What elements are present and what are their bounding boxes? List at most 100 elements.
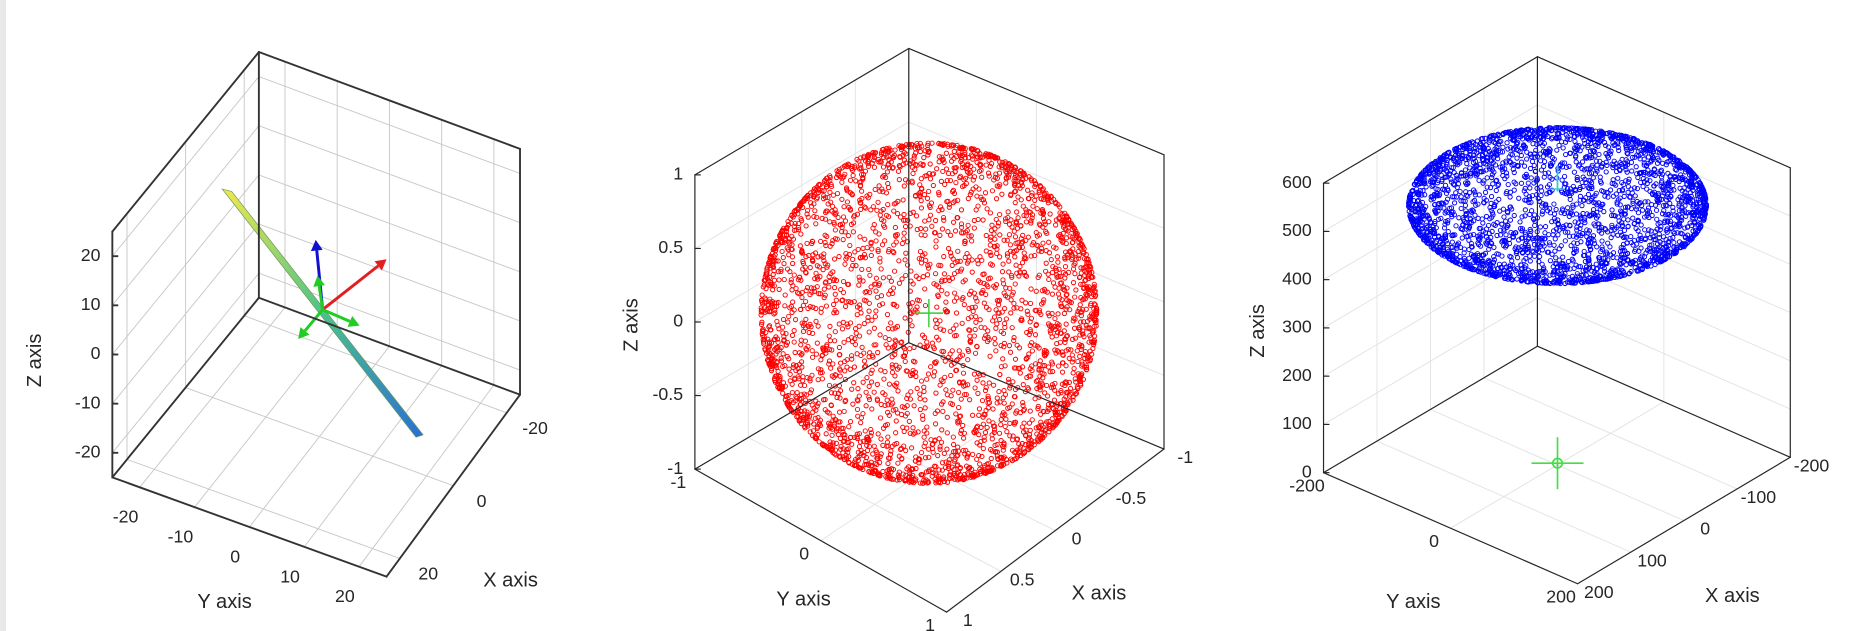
point [765, 260, 772, 266]
point [975, 261, 981, 267]
point [1587, 186, 1593, 192]
point [1531, 162, 1537, 169]
point [969, 412, 976, 418]
point [939, 207, 945, 213]
point [983, 407, 989, 414]
point [858, 465, 864, 471]
point [969, 466, 975, 472]
point [1091, 301, 1098, 307]
point [1040, 209, 1046, 215]
point [1087, 313, 1093, 320]
point [956, 419, 962, 425]
point [957, 413, 964, 419]
point [1059, 369, 1066, 375]
point [787, 371, 793, 377]
point [934, 166, 940, 172]
point [927, 176, 934, 182]
point [790, 236, 797, 242]
point [1067, 307, 1073, 313]
point [974, 154, 980, 160]
point [780, 254, 786, 261]
point [868, 426, 874, 433]
point [1002, 324, 1008, 331]
point [1003, 416, 1009, 422]
point [985, 328, 991, 334]
point [1053, 350, 1059, 356]
point [829, 183, 835, 190]
point [972, 385, 978, 391]
point [1011, 305, 1017, 311]
point [950, 434, 956, 440]
point [949, 453, 955, 459]
point [917, 140, 923, 147]
point [1039, 426, 1045, 432]
point [954, 215, 960, 221]
point [1007, 248, 1014, 254]
point [877, 255, 883, 261]
point [1019, 260, 1026, 266]
point [1006, 258, 1012, 264]
point [965, 161, 971, 167]
point [951, 271, 958, 277]
point [792, 220, 798, 227]
point [982, 152, 988, 159]
point [1089, 351, 1095, 357]
point [978, 424, 984, 431]
point [945, 229, 951, 235]
point [857, 200, 863, 206]
point [1048, 257, 1054, 263]
point [837, 222, 844, 228]
point [850, 220, 857, 226]
point [1022, 442, 1028, 448]
point [1036, 248, 1042, 254]
point [1041, 297, 1047, 303]
point [930, 171, 937, 177]
point [795, 211, 801, 217]
point [869, 367, 875, 373]
point [763, 286, 769, 292]
point [930, 182, 936, 189]
point [890, 407, 896, 413]
y-arrow [303, 308, 324, 332]
point [988, 252, 994, 259]
point [996, 170, 1003, 176]
point [794, 290, 801, 296]
point [800, 260, 806, 266]
point [968, 233, 974, 239]
point [827, 442, 834, 448]
point [768, 366, 775, 372]
point [803, 298, 809, 305]
point [977, 461, 983, 467]
point [884, 421, 890, 428]
point [1522, 207, 1528, 213]
point [816, 291, 822, 297]
point [876, 302, 883, 308]
point [813, 318, 819, 325]
point [969, 146, 975, 153]
point [1029, 215, 1035, 221]
point [1014, 447, 1020, 453]
point [1625, 179, 1631, 185]
point [948, 469, 954, 475]
point [1552, 236, 1558, 242]
point [1022, 254, 1028, 260]
point [985, 393, 991, 399]
point [1049, 291, 1056, 297]
point [1025, 195, 1031, 202]
point [827, 323, 833, 329]
point [855, 464, 861, 470]
point [958, 224, 965, 230]
point [764, 266, 770, 272]
point [813, 270, 819, 276]
point [1035, 424, 1042, 430]
point [878, 293, 885, 299]
point [1035, 377, 1041, 383]
point [871, 152, 877, 158]
point [986, 173, 992, 179]
point [878, 159, 884, 165]
point [1035, 406, 1041, 412]
point [1077, 353, 1083, 359]
point [1630, 215, 1636, 221]
point [987, 353, 993, 359]
point [853, 326, 859, 332]
